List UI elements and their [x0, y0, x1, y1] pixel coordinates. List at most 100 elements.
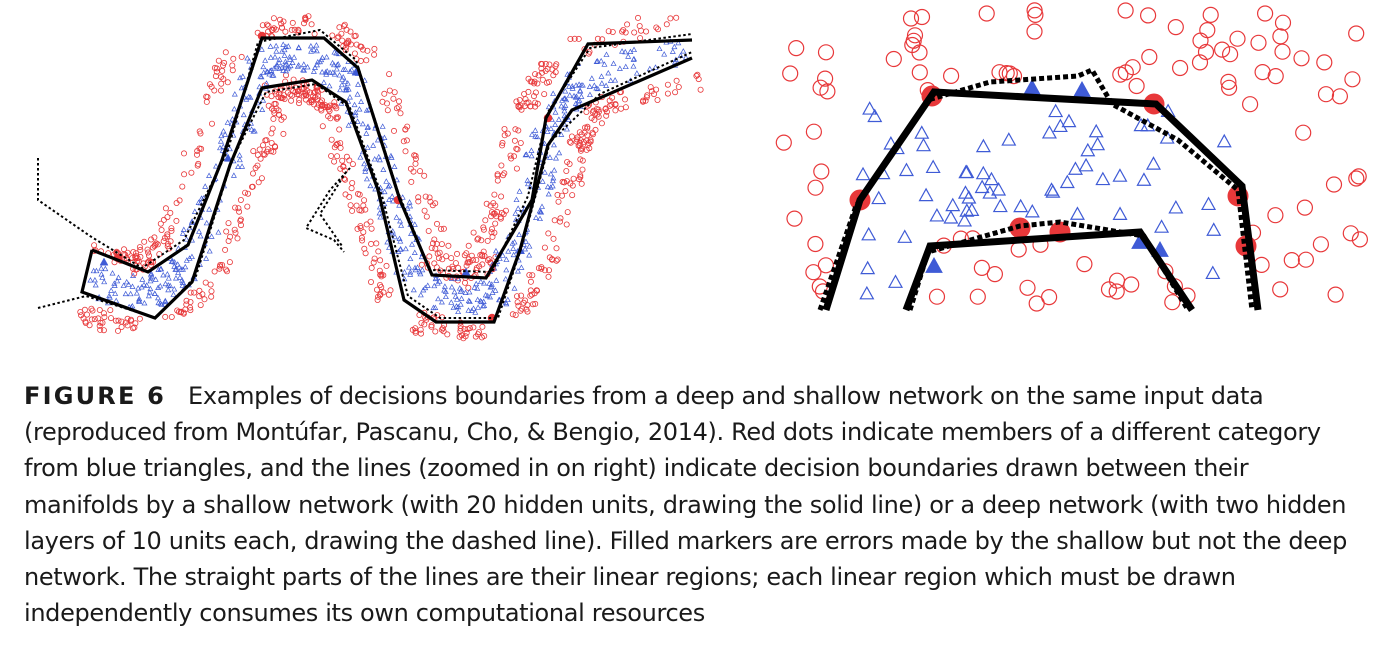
red-circle-marker — [108, 315, 115, 322]
blue-triangle-marker — [276, 59, 283, 66]
blue-triangle-marker — [410, 286, 417, 293]
red-circle-marker — [523, 306, 530, 313]
red-circle-marker — [380, 289, 387, 296]
red-circle-marker — [543, 79, 550, 86]
blue-triangle-marker — [569, 83, 576, 89]
red-circle-marker — [566, 138, 573, 145]
red-circle-marker — [158, 226, 165, 233]
blue-triangle-marker — [397, 217, 404, 224]
red-circle-marker — [100, 310, 107, 317]
red-circle-marker — [514, 293, 521, 300]
red-circle-marker — [1221, 79, 1238, 96]
red-circle-marker — [349, 179, 356, 186]
blue-triangle-marker — [441, 287, 448, 293]
red-circle-marker — [647, 84, 654, 91]
blue-triangle-marker — [157, 282, 164, 289]
blue-triangle-marker — [925, 159, 941, 174]
red-circle-marker — [549, 66, 556, 73]
red-circle-marker — [211, 268, 218, 275]
blue-triangle-marker — [310, 68, 317, 74]
red-circle-marker — [342, 191, 349, 198]
blue-triangle-marker — [502, 275, 509, 282]
red-circle-marker — [377, 257, 384, 264]
red-circle-marker — [202, 279, 209, 286]
red-circle-marker — [374, 296, 381, 303]
blue-triangle-marker — [381, 188, 388, 195]
blue-triangle-marker — [448, 275, 455, 281]
red-circle-marker — [361, 245, 368, 252]
red-circle-marker — [196, 293, 203, 300]
red-circle-marker — [509, 311, 516, 318]
red-circle-marker — [1041, 289, 1058, 306]
red-circle-marker — [432, 328, 439, 335]
red-circle-marker — [577, 174, 584, 181]
blue-triangle-marker — [975, 165, 991, 180]
figure-caption: FIGURE 6 Examples of decisions boundaries… — [24, 378, 1354, 631]
red-circle-marker — [268, 130, 275, 137]
blue-triangle-marker — [224, 119, 231, 125]
red-circle-marker — [578, 131, 585, 138]
blue-triangle-marker — [250, 128, 257, 134]
blue-triangle-marker — [179, 266, 186, 272]
red-circle-marker — [902, 10, 920, 27]
red-circle-marker — [1100, 281, 1118, 298]
red-circle-marker — [817, 257, 835, 274]
blue-triangle-marker — [1154, 219, 1170, 233]
red-circle-marker — [482, 217, 489, 224]
red-circle-marker — [978, 5, 995, 22]
blue-triangle-marker — [279, 48, 285, 54]
red-circle-marker — [445, 242, 452, 249]
red-circle-marker — [1312, 236, 1330, 253]
red-circle-marker — [664, 90, 671, 97]
red-circle-marker — [522, 96, 529, 103]
red-circle-marker — [268, 105, 275, 112]
red-circle-marker — [1191, 54, 1209, 71]
blue-triangle-marker — [593, 58, 600, 64]
red-circle-marker — [532, 71, 539, 78]
red-circle-marker — [532, 89, 539, 96]
red-circle-marker — [134, 255, 141, 262]
red-circle-marker — [455, 264, 462, 271]
red-circle-marker — [807, 235, 824, 253]
red-circle-marker — [318, 107, 325, 114]
red-circle-marker — [675, 84, 682, 91]
blue-triangle-marker — [171, 259, 178, 265]
red-circle-marker — [499, 142, 506, 149]
blue-triangle-marker — [165, 275, 172, 281]
blue-triangle-marker — [383, 178, 390, 184]
blue-triangle-marker — [130, 272, 137, 278]
blue-triangle-marker — [441, 283, 448, 289]
blue-triangle-marker — [359, 120, 366, 127]
blue-triangle-marker — [579, 82, 586, 88]
blue-triangle-marker — [605, 69, 612, 76]
blue-triangle-marker — [434, 280, 441, 286]
blue-triangle-marker — [376, 209, 383, 216]
red-circle-marker — [998, 64, 1015, 82]
red-circle-marker — [215, 57, 222, 64]
blue-triangle-marker — [451, 288, 458, 295]
blue-triangle-marker — [578, 93, 585, 99]
red-circle-marker — [328, 152, 335, 159]
red-circle-marker — [807, 179, 824, 196]
red-circle-marker — [272, 26, 279, 33]
blue-triangle-marker — [91, 276, 98, 283]
red-circle-marker — [1019, 279, 1036, 296]
blue-triangle-marker — [109, 270, 116, 276]
red-circle-marker — [1242, 96, 1259, 113]
red-circle-marker — [259, 142, 266, 149]
red-circle-marker — [667, 15, 674, 22]
red-circle-marker — [1331, 88, 1349, 105]
red-circle-marker — [554, 191, 561, 198]
red-circle-marker — [444, 331, 451, 338]
blue-triangle-marker — [387, 152, 394, 159]
red-circle-marker — [364, 47, 371, 54]
red-circle-marker — [533, 287, 540, 294]
red-circle-marker — [168, 227, 175, 234]
red-circle-marker — [585, 50, 592, 57]
red-circle-marker — [542, 67, 549, 74]
blue-triangle-marker — [273, 48, 280, 54]
figure-label: FIGURE 6 — [24, 382, 167, 410]
blue-triangle-marker — [164, 271, 171, 277]
red-circle-marker — [563, 221, 570, 228]
blue-triangle-marker — [258, 46, 265, 52]
